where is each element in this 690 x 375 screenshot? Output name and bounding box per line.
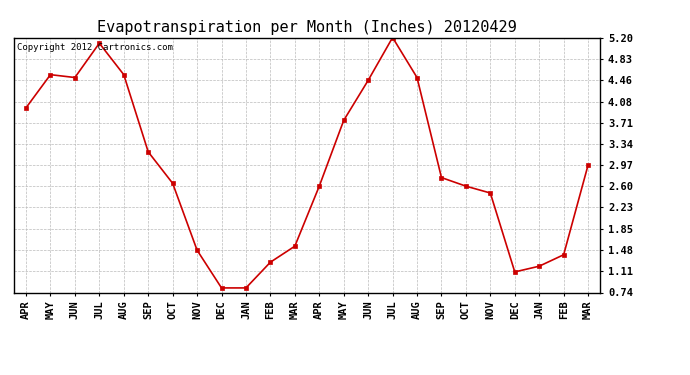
Title: Evapotranspiration per Month (Inches) 20120429: Evapotranspiration per Month (Inches) 20… <box>97 20 517 35</box>
Text: Copyright 2012 Cartronics.com: Copyright 2012 Cartronics.com <box>17 43 172 52</box>
